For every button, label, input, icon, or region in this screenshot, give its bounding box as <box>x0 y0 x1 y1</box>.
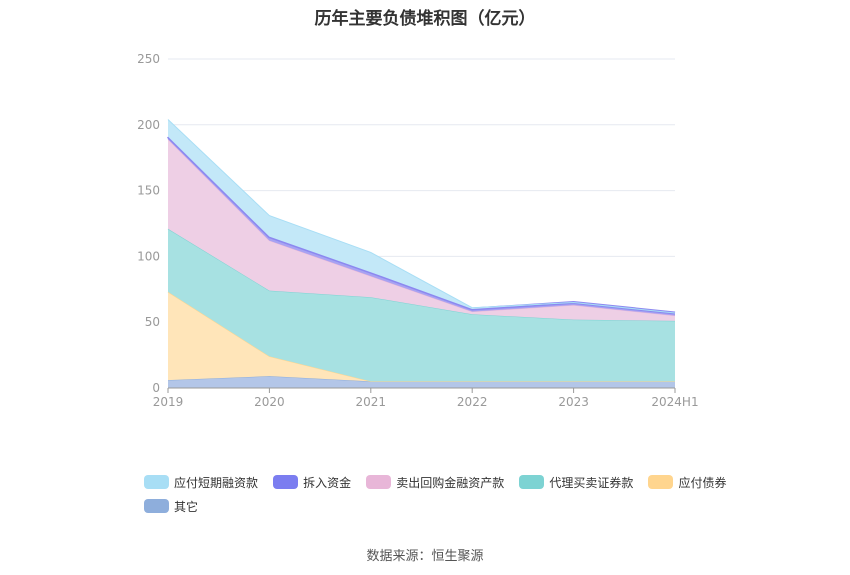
y-tick-label: 50 <box>145 315 160 329</box>
legend-label: 其它 <box>174 499 199 514</box>
area-series-3 <box>168 139 675 321</box>
legend-item-short-term-financing[interactable]: 应付短期融资款 <box>144 472 258 492</box>
legend: 应付短期融资款 拆入资金 卖出回购金融资产款 代理买卖证券款 应付债券 其它 <box>144 472 744 520</box>
y-tick-label: 200 <box>137 118 160 132</box>
x-tick-label: 2022 <box>457 395 488 409</box>
data-source: 数据来源：恒生聚源 <box>366 549 484 564</box>
area-series-1 <box>168 291 675 382</box>
legend-swatch <box>519 475 545 489</box>
legend-swatch <box>144 499 169 513</box>
series-line-5 <box>167 119 676 314</box>
x-tick-label: 2020 <box>254 395 285 409</box>
legend-label: 卖出回购金融资产款 <box>396 475 505 490</box>
area-series-2 <box>168 228 675 382</box>
legend-item-borrowed-funds[interactable]: 拆入资金 <box>273 472 351 492</box>
legend-item-brokerage-deposits[interactable]: 代理买卖证券款 <box>519 472 633 492</box>
legend-row-2: 其它 <box>144 496 744 520</box>
x-tick-label: 2019 <box>153 395 184 409</box>
legend-swatch <box>648 475 674 489</box>
legend-swatch <box>144 475 169 489</box>
legend-swatch <box>273 475 299 489</box>
y-tick-label: 250 <box>137 52 160 66</box>
legend-label: 应付债券 <box>678 475 727 490</box>
y-tick-label: 0 <box>152 381 160 395</box>
chart-title: 历年主要负债堆积图（亿元） <box>314 9 536 29</box>
area-series-5 <box>168 119 675 313</box>
y-tick-label: 150 <box>137 184 160 198</box>
legend-item-bonds-payable[interactable]: 应付债券 <box>648 472 726 492</box>
x-tick-label: 2021 <box>356 395 387 409</box>
x-tick-label: 2024H1 <box>651 395 698 409</box>
legend-row-1: 应付短期融资款 拆入资金 卖出回购金融资产款 代理买卖证券款 应付债券 <box>144 472 744 496</box>
area-series-0 <box>168 376 675 388</box>
legend-swatch <box>366 475 392 489</box>
x-tick-label: 2023 <box>558 395 589 409</box>
legend-item-other[interactable]: 其它 <box>144 496 198 516</box>
legend-label: 应付短期融资款 <box>174 475 259 490</box>
y-tick-label: 100 <box>137 249 160 263</box>
legend-label: 代理买卖证券款 <box>549 475 634 490</box>
legend-label: 拆入资金 <box>303 475 352 490</box>
legend-item-repo[interactable]: 卖出回购金融资产款 <box>366 472 504 492</box>
